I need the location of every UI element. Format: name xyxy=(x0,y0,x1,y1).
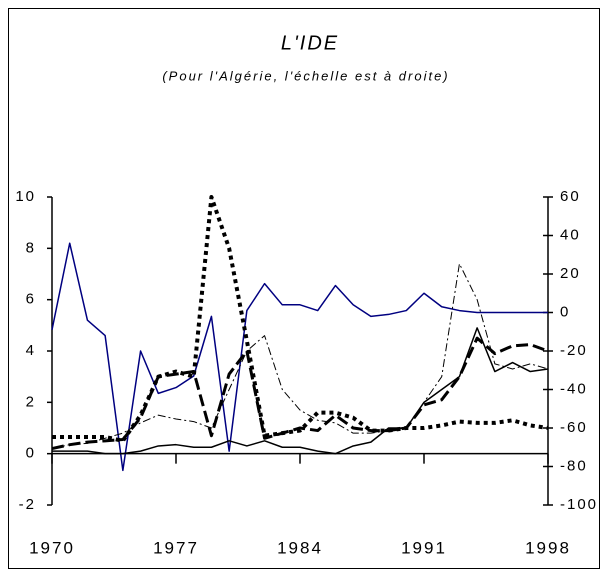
y-tick-label: 8 xyxy=(26,239,36,256)
y2-tick-label: -40 xyxy=(560,380,588,397)
series-line xyxy=(51,263,549,450)
y2-tick-label: -80 xyxy=(560,457,588,474)
chart-title: L'IDE xyxy=(281,32,339,54)
y-tick-label: 4 xyxy=(26,342,36,359)
y-tick-label: 0 xyxy=(26,445,36,462)
series-line xyxy=(52,195,549,443)
x-tick-label: 1991 xyxy=(401,538,447,557)
y2-tick-label: 40 xyxy=(560,226,581,243)
series-line xyxy=(51,336,549,450)
y-tick-label: 2 xyxy=(26,393,36,410)
y-tick-label: 6 xyxy=(26,291,36,308)
x-tick-label: 1984 xyxy=(277,538,323,557)
y2-tick-label: 20 xyxy=(560,265,581,282)
y2-tick-label: 0 xyxy=(560,303,570,320)
x-tick-label: 1977 xyxy=(153,538,199,557)
y2-tick-label: -100 xyxy=(560,496,598,513)
x-tick-label: 1970 xyxy=(29,538,75,557)
series-line xyxy=(51,242,548,472)
y2-tick-label: -20 xyxy=(560,342,588,359)
x-tick-label: 1998 xyxy=(525,538,571,557)
y2-tick-label: 60 xyxy=(560,188,581,205)
y-tick-label: 10 xyxy=(15,188,36,205)
series-line xyxy=(52,327,549,455)
chart-subtitle: (Pour l'Algérie, l'échelle est à droite) xyxy=(162,68,449,83)
y-tick-label: -2 xyxy=(19,496,36,513)
chart-frame xyxy=(8,8,600,569)
y2-tick-label: -60 xyxy=(560,419,588,436)
